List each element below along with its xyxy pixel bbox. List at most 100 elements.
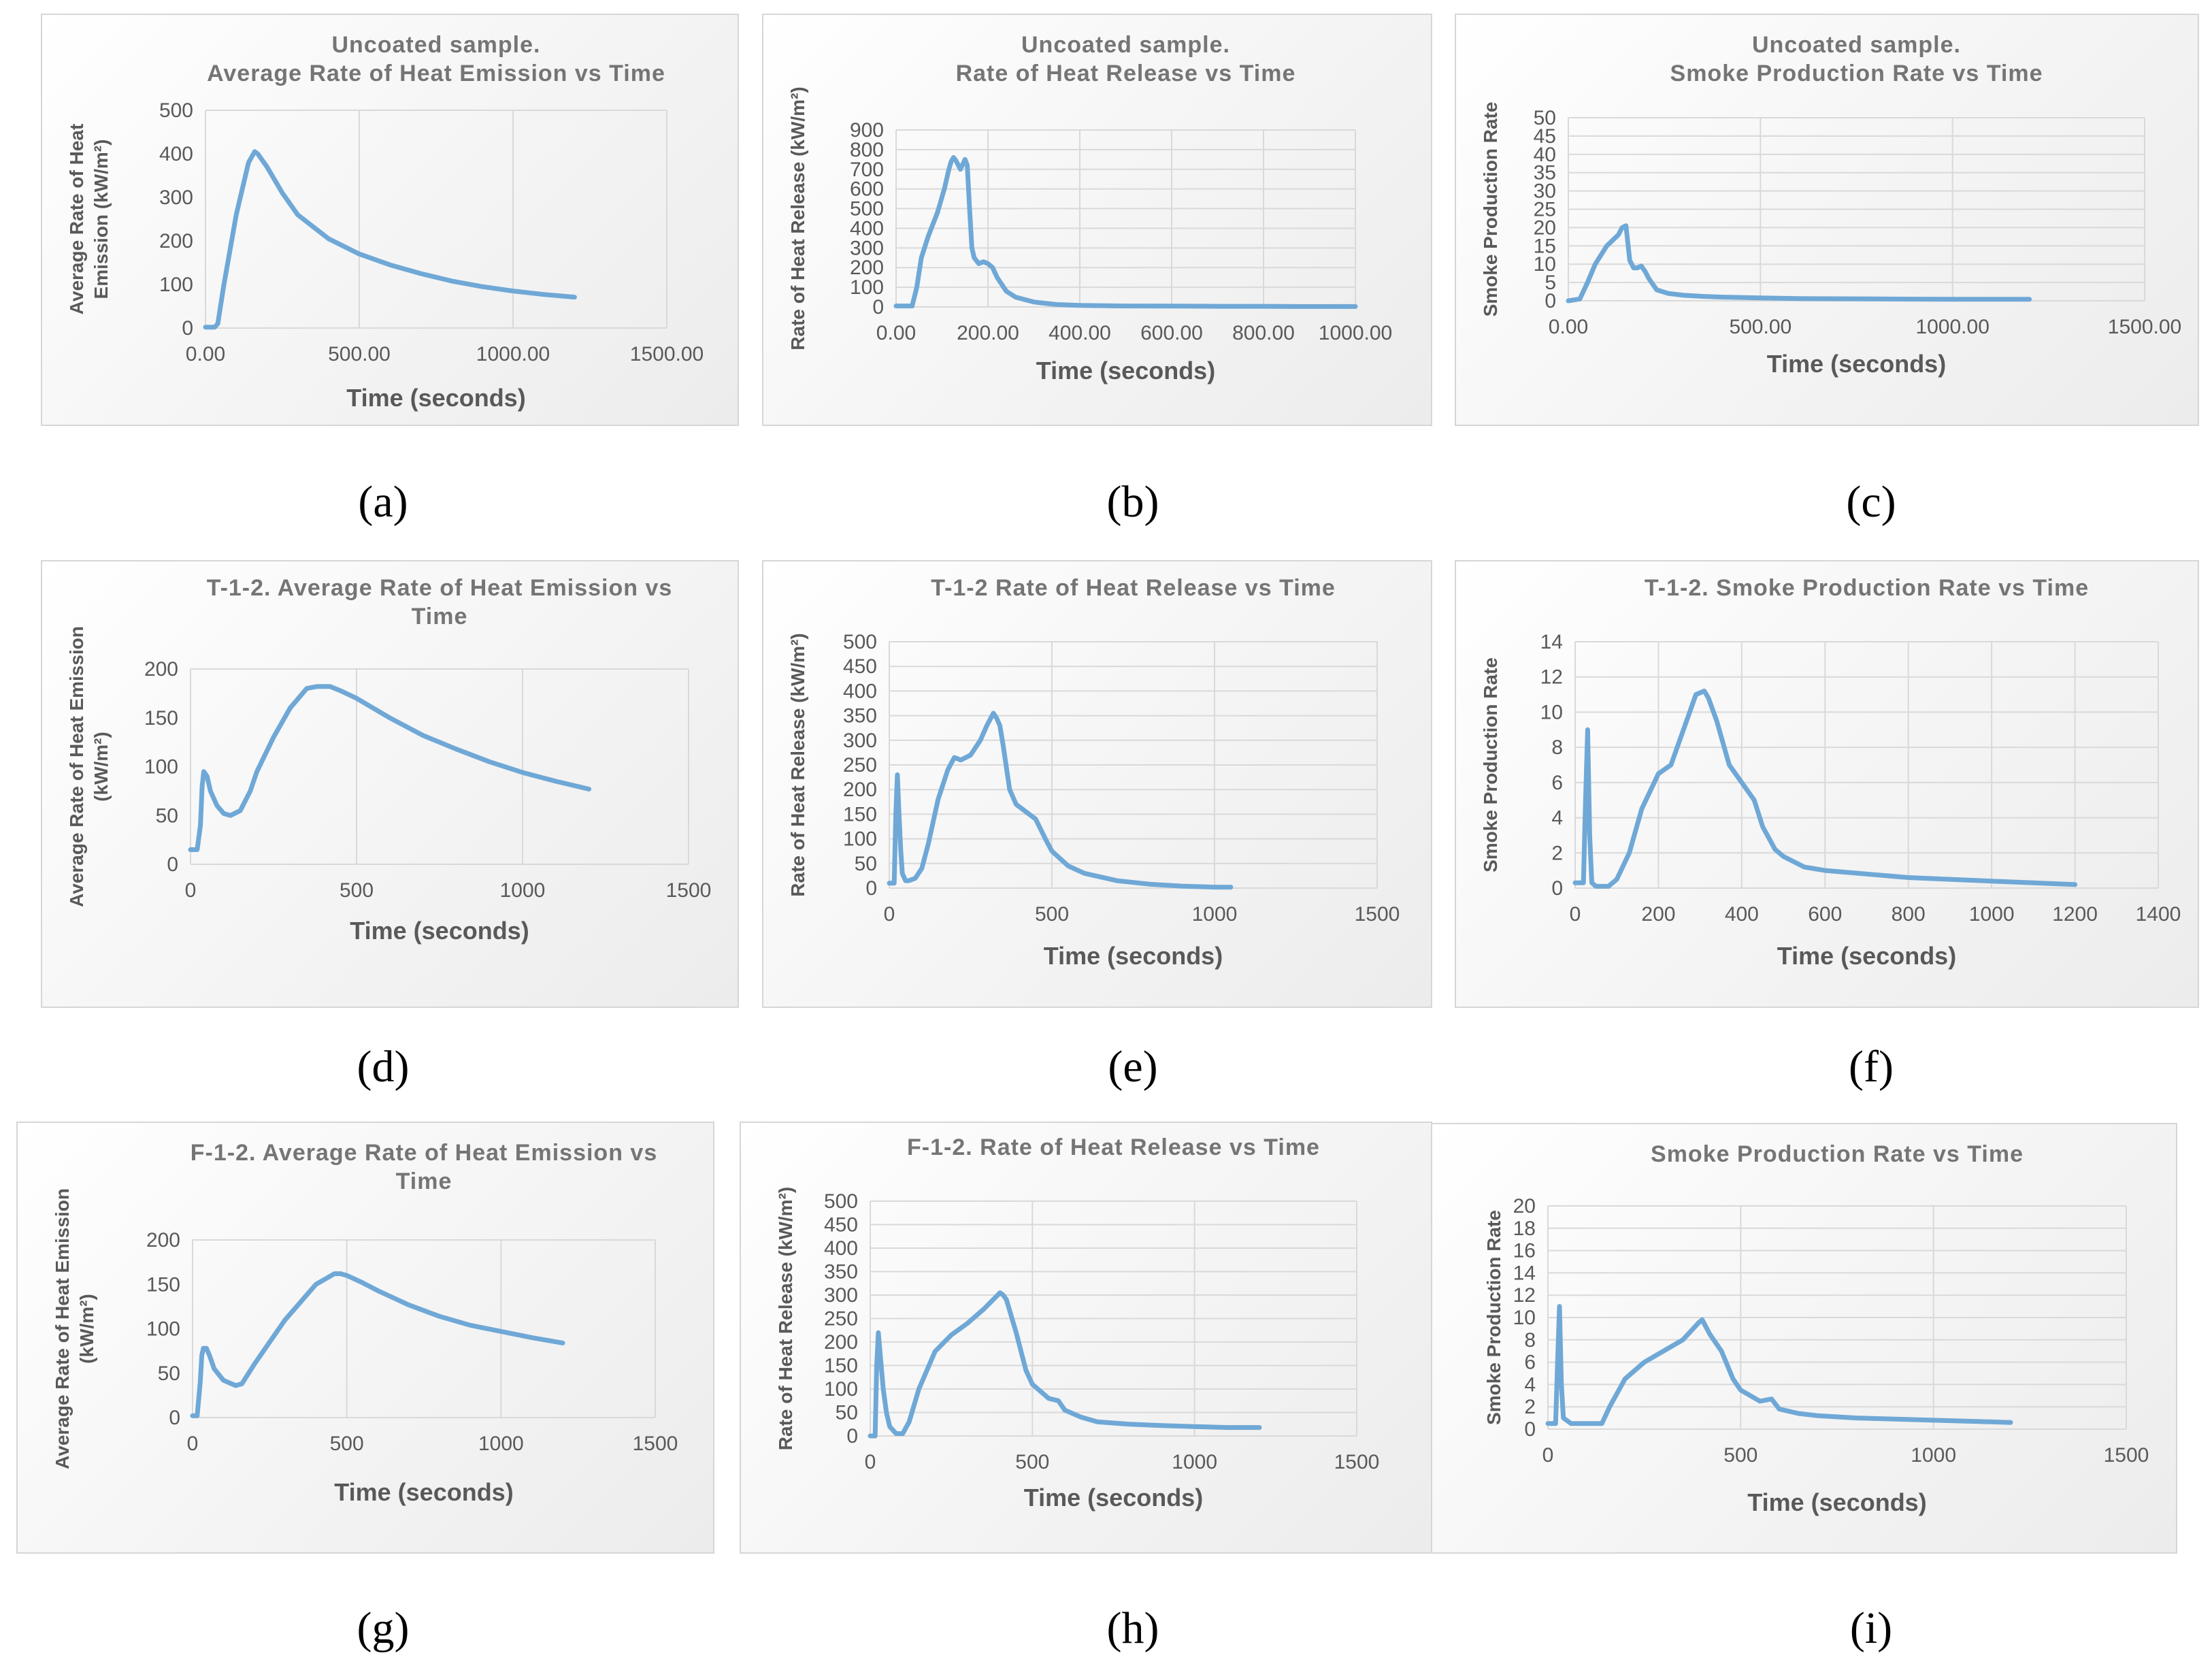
chart-a-xtick-label-2: 1000.00 <box>476 343 550 365</box>
chart-d-title-line-1: Time <box>412 604 468 629</box>
chart-g: 0 50 100 150 200 0 500 1000 1500 F-1-2. Average R… <box>16 1122 714 1554</box>
chart-h-ytick-label-7: 350 <box>824 1261 858 1283</box>
chart-f-ytick-label-7: 14 <box>1540 631 1563 653</box>
chart-h-xtick-label-3: 1500 <box>1334 1451 1380 1473</box>
chart-f-ytick-label-3: 6 <box>1551 772 1563 794</box>
chart-b-ytick-label-4: 400 <box>850 217 884 240</box>
caption-i: (i) <box>1849 1603 1893 1653</box>
chart-c-ytick-label-3: 15 <box>1534 235 1556 257</box>
chart-f-ytick-label-5: 10 <box>1540 701 1563 723</box>
chart-d-xtick-label-1: 500 <box>340 879 374 902</box>
chart-f-svg: 0 2 4 6 8 10 12 14 0 200 400 600 800 1000 1200 1400 T-1-… <box>1480 575 2181 970</box>
chart-b-ytick-label-5: 500 <box>850 198 884 220</box>
chart-c-xtick-label-0: 0.00 <box>1549 316 1588 338</box>
chart-a-ytick-label-2: 200 <box>159 230 193 252</box>
chart-i-ytick-label-1: 2 <box>1524 1396 1536 1418</box>
chart-b-xtick-label-0: 0.00 <box>876 322 916 344</box>
chart-a-series-line <box>203 149 577 330</box>
chart-c-ytick-label-9: 45 <box>1534 125 1556 148</box>
chart-a-title-line-1: Average Rate of Heat Emission vs Time <box>207 61 665 86</box>
chart-f-xtick-label-7: 1400 <box>2136 903 2181 926</box>
chart-f-xtick-label-1: 200 <box>1641 903 1675 926</box>
chart-g-xtick-label-3: 1500 <box>633 1433 678 1455</box>
chart-c: 0 5 10 15 20 25 30 35 40 45 50 0.00 500.00 1000.00 150… <box>1455 14 2199 426</box>
chart-i-ytick-label-10: 20 <box>1513 1195 1536 1217</box>
chart-i-series-line <box>1545 1304 2013 1426</box>
chart-e-ytick-label-7: 350 <box>843 705 877 727</box>
chart-g-xtick-label-2: 1000 <box>478 1433 524 1455</box>
chart-a-xtick-label-1: 500.00 <box>328 343 391 365</box>
chart-f-ytick-label-2: 4 <box>1551 807 1563 830</box>
chart-g-y-axis-label-line-0: Average Rate of Heat Emission <box>52 1188 73 1469</box>
chart-e-ytick-label-2: 100 <box>843 828 877 851</box>
chart-i-ytick-label-4: 8 <box>1524 1329 1536 1352</box>
chart-h-xtick-label-0: 0 <box>865 1451 876 1473</box>
chart-i-xtick-label-3: 1500 <box>2104 1444 2149 1467</box>
chart-g-ytick-label-0: 0 <box>169 1407 180 1429</box>
chart-c-ytick-label-6: 30 <box>1534 180 1556 203</box>
chart-b-ytick-label-1: 100 <box>850 276 884 299</box>
chart-d-y-axis-label-line-0: Average Rate of Heat Emission <box>66 626 87 907</box>
chart-h-ytick-label-6: 300 <box>824 1284 858 1307</box>
chart-g-xtick-label-0: 0 <box>187 1433 199 1455</box>
chart-h-xtick-label-1: 500 <box>1015 1451 1049 1473</box>
chart-i-ytick-label-7: 14 <box>1513 1262 1536 1284</box>
chart-e-x-axis-label: Time (seconds) <box>1044 942 1223 970</box>
chart-c-ytick-label-5: 25 <box>1534 199 1556 221</box>
chart-g-ytick-label-1: 50 <box>158 1362 180 1385</box>
chart-c-ytick-label-4: 20 <box>1534 216 1556 239</box>
chart-a: 0 100 200 300 400 500 0.00 500.00 1000.00 1500.00… <box>41 14 739 426</box>
chart-d: 0 50 100 150 200 0 500 1000 1500 T-1-2. Average R… <box>41 560 739 1008</box>
chart-f-xtick-label-2: 400 <box>1725 903 1759 926</box>
chart-c-series-line <box>1566 223 2032 304</box>
chart-a-ytick-label-0: 0 <box>182 317 193 340</box>
chart-i-ytick-label-3: 6 <box>1524 1352 1536 1374</box>
chart-g-svg: 0 50 100 150 200 0 500 1000 1500 F-1-2. Average R… <box>52 1140 678 1506</box>
chart-b-ytick-label-8: 800 <box>850 139 884 161</box>
chart-d-title-line-0: T-1-2. Average Rate of Heat Emission vs <box>207 575 673 601</box>
chart-f-xtick-label-3: 600 <box>1808 903 1842 926</box>
chart-b-y-axis-label-line-0: Rate of Heat Release (kW/m²) <box>787 86 808 350</box>
chart-b-ytick-label-6: 600 <box>850 178 884 201</box>
chart-h-ytick-label-4: 200 <box>824 1331 858 1354</box>
chart-i-ytick-label-5: 10 <box>1513 1307 1536 1329</box>
chart-g-ytick-label-2: 100 <box>146 1318 180 1341</box>
chart-c-ytick-label-0: 0 <box>1545 290 1556 312</box>
chart-e-ytick-label-6: 300 <box>843 730 877 752</box>
chart-h-ytick-label-5: 250 <box>824 1308 858 1330</box>
chart-c-xtick-label-2: 1000.00 <box>1915 316 1989 338</box>
chart-b-ytick-label-9: 900 <box>850 119 884 142</box>
caption-e: (e) <box>1108 1042 1158 1092</box>
chart-b-ytick-label-0: 0 <box>872 296 884 318</box>
chart-e-ytick-label-4: 200 <box>843 779 877 801</box>
chart-a-xtick-label-3: 1500.00 <box>630 343 704 365</box>
chart-d-x-axis-label: Time (seconds) <box>350 917 529 945</box>
chart-a-y-axis-label-line-0: Average Rate of Heat <box>66 124 87 315</box>
chart-b-x-axis-label: Time (seconds) <box>1036 357 1215 385</box>
chart-g-y-axis-label-line-1: (kW/m²) <box>76 1294 97 1364</box>
chart-b-ytick-label-3: 300 <box>850 237 884 259</box>
chart-i-ytick-label-9: 18 <box>1513 1217 1536 1240</box>
chart-h-y-axis-label-line-0: Rate of Heat Release (kW/m²) <box>775 1187 796 1450</box>
chart-b-ytick-label-2: 200 <box>850 257 884 279</box>
chart-b-xtick-label-3: 600.00 <box>1140 322 1203 344</box>
chart-b-xtick-label-1: 200.00 <box>957 322 1019 344</box>
chart-g-x-axis-label: Time (seconds) <box>334 1478 513 1506</box>
chart-f-x-axis-label: Time (seconds) <box>1777 942 1956 970</box>
chart-h-series-line <box>868 1290 1262 1439</box>
chart-a-y-axis-label-line-1: Emission (kW/m²) <box>90 140 112 299</box>
chart-d-xtick-label-3: 1500 <box>666 879 712 902</box>
chart-i-xtick-label-0: 0 <box>1542 1444 1554 1467</box>
chart-c-x-axis-label: Time (seconds) <box>1767 350 1946 378</box>
chart-d-xtick-label-2: 1000 <box>500 879 546 902</box>
chart-f-y-axis-label-line-0: Smoke Production Rate <box>1480 657 1501 872</box>
chart-h-ytick-label-1: 50 <box>836 1402 858 1424</box>
chart-a-x-axis-label: Time (seconds) <box>346 384 525 412</box>
chart-h-ytick-label-0: 0 <box>846 1425 858 1448</box>
chart-g-series-line <box>190 1271 565 1418</box>
chart-f-ytick-label-4: 8 <box>1551 736 1563 759</box>
caption-a: (a) <box>358 477 408 527</box>
chart-d-ytick-label-0: 0 <box>167 853 178 876</box>
